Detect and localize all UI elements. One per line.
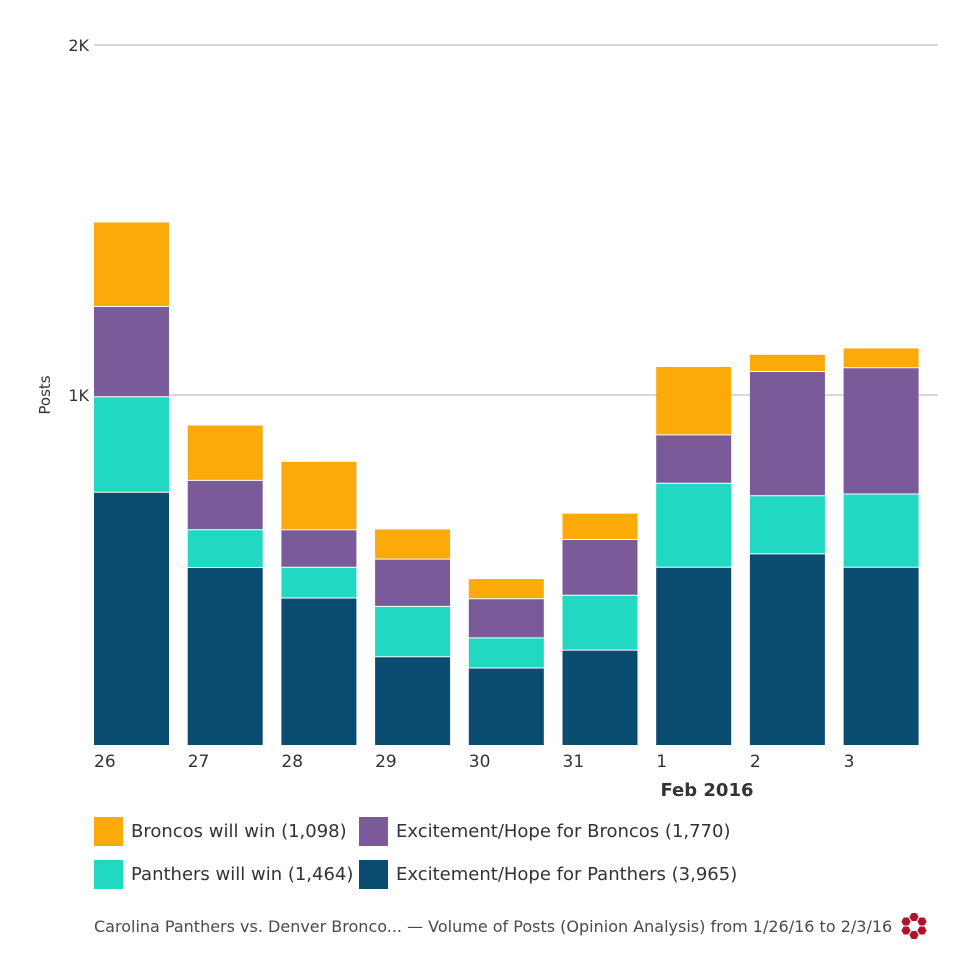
logo-hexagon — [909, 931, 919, 939]
x-tick-label: 28 — [281, 752, 303, 772]
x-tick-label: 31 — [563, 752, 585, 772]
bar-segment — [749, 354, 825, 372]
bar-segment — [281, 567, 357, 598]
bar-segment — [468, 637, 544, 668]
legend-label: Broncos will win (1,098) — [131, 820, 347, 842]
bar-segment — [843, 348, 919, 368]
legend-item[interactable]: Excitement/Hope for Panthers (3,965) — [359, 859, 954, 889]
logo-hexagon — [901, 926, 911, 935]
x-axis-ticks: 26 27 28 29 30 31 1 2 3 — [94, 752, 854, 772]
bars — [94, 222, 919, 745]
bar-segment — [375, 656, 451, 745]
x-tick-label: 29 — [375, 752, 397, 772]
bar-segment — [656, 367, 732, 435]
bar-segment — [281, 461, 357, 530]
y-axis-ticks: 1K 2K — [68, 36, 89, 405]
bar-segment — [281, 529, 357, 568]
legend-item[interactable]: Panthers will win (1,464) — [94, 859, 359, 889]
logo-hexagon — [917, 926, 927, 935]
x-tick-label: 26 — [94, 752, 116, 772]
legend-label: Excitement/Hope for Panthers (3,965) — [396, 863, 738, 885]
x-tick-label: 27 — [188, 752, 210, 772]
bar-segment — [749, 371, 825, 496]
legend-label: Panthers will win (1,464) — [131, 863, 354, 885]
bar-segment — [375, 529, 451, 560]
legend-label: Excitement/Hope for Broncos (1,770) — [396, 820, 731, 842]
gridlines — [94, 44, 938, 396]
bar-segment — [843, 367, 919, 495]
logo-hexagon — [917, 917, 927, 926]
bar-segment — [749, 495, 825, 554]
legend-swatch — [94, 816, 123, 846]
bar-segment — [94, 396, 169, 493]
bar-segment — [187, 529, 263, 568]
x-tick-label: 2 — [750, 752, 761, 772]
bar-segment — [562, 539, 638, 596]
x-tick-label: 3 — [844, 752, 855, 772]
x-axis-month-label: Feb 2016 — [660, 780, 753, 801]
bar-segment — [468, 579, 544, 599]
red-hexagon-cluster-logo-icon — [901, 913, 927, 939]
logo-hexagon — [909, 913, 919, 921]
bar-segment — [749, 553, 825, 745]
chart-footer: Carolina Panthers vs. Denver Bronco... —… — [94, 912, 954, 940]
x-tick-label: 30 — [469, 752, 491, 772]
bar-segment — [94, 306, 169, 397]
chart-legend: Broncos will win (1,098) Excitement/Hope … — [94, 816, 954, 889]
bar-segment — [562, 513, 638, 540]
legend-swatch — [94, 859, 123, 889]
y-tick-label: 1K — [68, 386, 89, 405]
y-tick-label: 2K — [68, 36, 89, 55]
bar-segment — [656, 483, 732, 568]
bar-segment — [94, 492, 169, 745]
legend-item[interactable]: Excitement/Hope for Broncos (1,770) — [359, 816, 954, 846]
bar-segment — [562, 650, 638, 745]
y-axis-label: Posts — [36, 375, 54, 414]
footer-caption: Carolina Panthers vs. Denver Bronco... —… — [94, 916, 893, 936]
bar-segment — [375, 606, 451, 657]
bar-segment — [468, 598, 544, 638]
bar-segment — [562, 595, 638, 651]
logo-hexagon — [909, 922, 919, 930]
legend-swatch — [359, 859, 388, 889]
bar-segment — [656, 434, 732, 484]
bar-segment — [187, 425, 263, 481]
legend-swatch — [359, 816, 388, 846]
bar-segment — [94, 222, 169, 307]
bar-segment — [468, 668, 544, 745]
bar-segment — [843, 567, 919, 745]
bar-segment — [281, 598, 357, 745]
logo-hexagon — [901, 917, 911, 926]
bar-segment — [375, 559, 451, 607]
x-tick-label: 1 — [656, 752, 667, 772]
bar-segment — [656, 567, 732, 745]
bar-segment — [187, 567, 263, 745]
legend-item[interactable]: Broncos will win (1,098) — [94, 816, 359, 846]
bar-segment — [187, 480, 263, 530]
bar-segment — [843, 494, 919, 568]
